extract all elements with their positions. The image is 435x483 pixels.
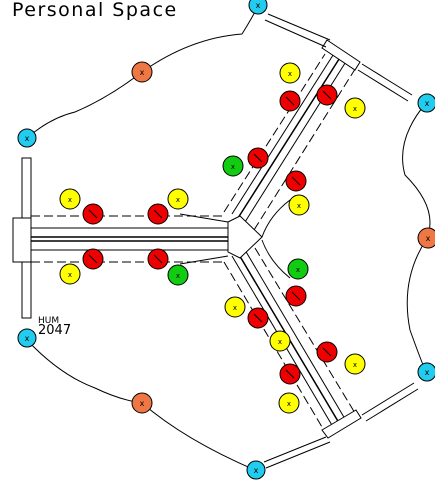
svg-text:x: x [288, 70, 292, 78]
green-marker: x [222, 155, 244, 177]
central-hub [179, 199, 291, 279]
red-marker [147, 248, 169, 270]
yellow-marker: x [224, 296, 246, 318]
cyan-markers: x x x x x x [17, 0, 435, 480]
svg-text:x: x [353, 105, 357, 113]
svg-text:x: x [426, 234, 431, 243]
svg-text:x: x [25, 334, 30, 343]
orange-marker: x [131, 392, 153, 414]
cyan-marker: x [246, 460, 266, 480]
cyan-marker: x [17, 328, 37, 348]
cyan-marker: x [248, 0, 268, 15]
red-marker [279, 90, 301, 112]
red-marker [247, 147, 269, 169]
yellow-marker: x [344, 353, 366, 375]
upper-right-wing [223, 13, 413, 231]
red-marker [316, 84, 338, 106]
orange-marker: x [131, 61, 153, 83]
green-marker: x [287, 258, 309, 280]
red-markers [82, 84, 338, 385]
orange-marker: x [417, 227, 435, 249]
svg-text:x: x [233, 304, 237, 312]
yellow-marker: x [167, 188, 189, 210]
svg-text:x: x [68, 271, 72, 279]
yellow-marker: x [288, 194, 310, 216]
yellow-marker: x [279, 62, 301, 84]
svg-text:x: x [425, 368, 430, 377]
yellow-marker: x [269, 330, 291, 352]
yellow-marker: x [278, 392, 300, 414]
svg-text:x: x [278, 338, 282, 346]
green-marker: x [167, 264, 189, 286]
equipment-label-line1: HUM [38, 316, 59, 326]
yellow-markers: x x x x x x x x x x [59, 62, 366, 414]
svg-text:x: x [425, 99, 430, 108]
red-marker [82, 203, 104, 225]
svg-text:x: x [353, 361, 357, 369]
left-wing [12, 157, 232, 319]
red-marker [285, 170, 307, 192]
svg-text:x: x [140, 399, 145, 408]
svg-text:x: x [176, 196, 180, 204]
svg-text:x: x [296, 266, 300, 274]
yellow-marker: x [344, 97, 366, 119]
svg-text:x: x [25, 134, 30, 143]
diagram-title: Personal Space [12, 0, 178, 21]
svg-text:x: x [256, 1, 261, 10]
svg-text:x: x [140, 68, 145, 77]
cyan-marker: x [417, 362, 435, 382]
cyan-marker: x [417, 93, 435, 113]
red-marker [316, 341, 338, 363]
yellow-marker: x [59, 188, 81, 210]
red-marker [147, 203, 169, 225]
equipment-label-line2: 2047 [38, 323, 71, 338]
svg-text:x: x [254, 466, 259, 475]
svg-text:x: x [68, 196, 72, 204]
svg-text:x: x [287, 400, 291, 408]
red-marker [82, 248, 104, 270]
yellow-marker: x [59, 263, 81, 285]
green-markers: x x x [167, 155, 309, 286]
svg-text:x: x [231, 163, 235, 171]
red-marker [247, 307, 269, 329]
orange-markers: x x x [131, 61, 435, 414]
svg-text:x: x [176, 272, 180, 280]
red-marker [279, 363, 301, 385]
cyan-marker: x [17, 128, 37, 148]
svg-text:x: x [297, 202, 301, 210]
red-marker [285, 285, 307, 307]
